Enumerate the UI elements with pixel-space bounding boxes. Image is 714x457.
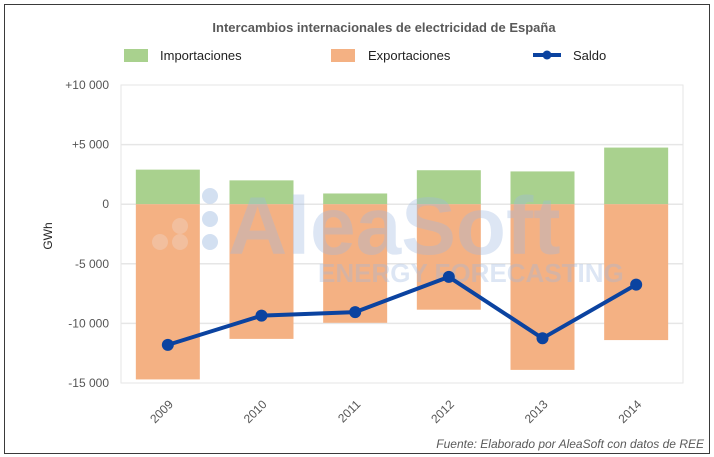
y-tick-label: +10 000 [65, 78, 109, 92]
saldo-point [630, 278, 643, 291]
watermark: AleaSoft ENERGY FORECASTING [152, 181, 624, 288]
legend-marker-saldo [542, 50, 552, 60]
watermark-dot [152, 234, 168, 250]
source-note: Fuente: Elaborado por AleaSoft con datos… [436, 437, 705, 451]
saldo-line [167, 274, 638, 347]
plot-area [120, 84, 684, 384]
watermark-logo-text: AleaSoft [228, 181, 561, 272]
bar-importaciones [323, 193, 388, 205]
bar-importaciones [416, 170, 481, 205]
watermark-subtitle: ENERGY FORECASTING [318, 258, 624, 288]
legend-label-saldo: Saldo [573, 48, 606, 63]
bar-importaciones [510, 171, 575, 205]
legend: Importaciones Exportaciones Saldo [124, 48, 606, 63]
watermark-dot [202, 234, 218, 250]
bar-importaciones [229, 180, 294, 205]
x-tick-label: 2009 [147, 397, 176, 426]
watermark-dot [202, 188, 218, 204]
x-tick-label: 2013 [522, 397, 551, 426]
y-tick-label: 0 [102, 197, 109, 211]
watermark-dot [202, 211, 218, 227]
bar-exportaciones [135, 204, 200, 380]
x-tick-label: 2012 [428, 397, 457, 426]
chart-title: Intercambios internacionales de electric… [212, 20, 556, 35]
saldo-point [442, 270, 455, 283]
y-tick-label: -10 000 [68, 316, 109, 330]
x-tick-label: 2011 [335, 397, 363, 425]
y-tick-label: +5 000 [72, 138, 109, 152]
legend-swatch-importaciones [124, 49, 148, 62]
y-axis-label: GWh [41, 222, 55, 249]
bar-importaciones [135, 169, 200, 205]
bar-exportaciones [604, 204, 669, 341]
watermark-dot [172, 218, 188, 234]
y-tick-label: -5 000 [75, 257, 109, 271]
legend-swatch-exportaciones [331, 49, 355, 62]
legend-label-exportaciones: Exportaciones [368, 48, 451, 63]
chart-frame [4, 4, 710, 454]
saldo-point [536, 332, 549, 345]
saldo-point [161, 338, 174, 351]
saldo-point [349, 306, 362, 319]
watermark-dot [172, 234, 188, 250]
x-tick-label: 2014 [616, 397, 645, 426]
x-tick-label: 2010 [241, 397, 270, 426]
legend-label-importaciones: Importaciones [160, 48, 242, 63]
saldo-point [255, 309, 268, 322]
y-tick-label: -15 000 [68, 376, 109, 390]
bar-importaciones [604, 147, 669, 205]
